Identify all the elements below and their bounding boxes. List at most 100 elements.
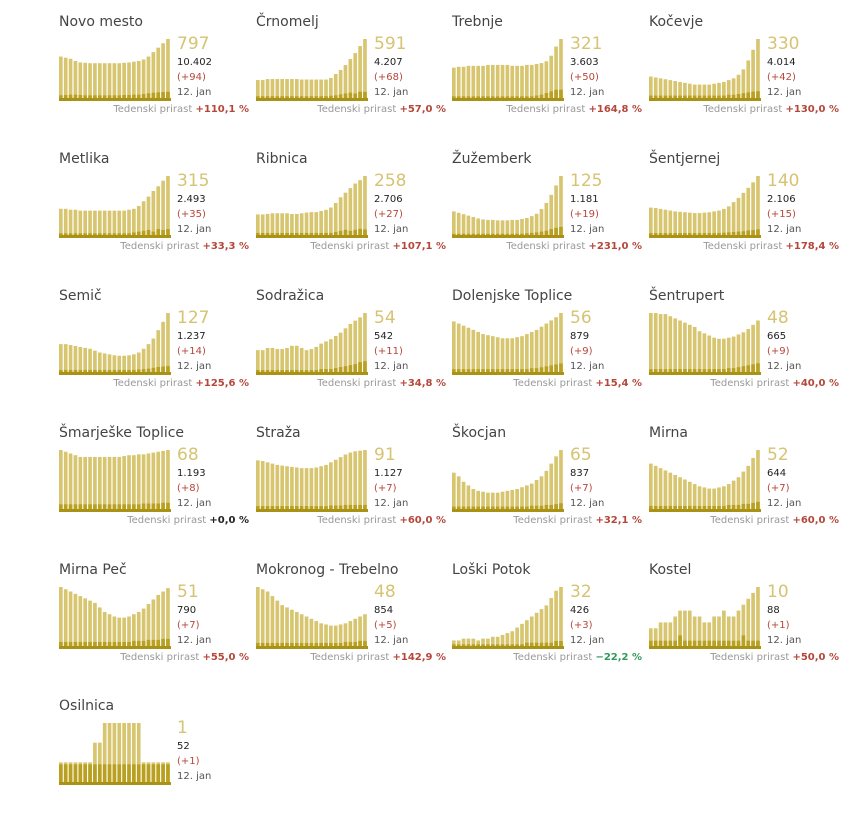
active-cases-bar [500, 338, 505, 372]
active-cases-bar [161, 43, 165, 98]
bar-chart [649, 450, 761, 512]
active-cases-bar [717, 487, 721, 509]
daily-cases-bar [156, 764, 161, 782]
daily-cases-bar [122, 504, 126, 509]
daily-cases-bar [102, 369, 107, 372]
active-cases-bar [88, 63, 92, 98]
daily-cases-bar [678, 95, 682, 98]
active-cases-bar [515, 627, 519, 646]
active-cases-bar [73, 345, 78, 372]
active-cases-bar [256, 350, 260, 372]
daily-cases-bar [687, 95, 692, 98]
active-cases-bar [256, 80, 260, 98]
active-cases-bar [136, 352, 141, 372]
active-cases-bar [534, 612, 539, 646]
active-cases-bar [343, 65, 348, 98]
active-cases-bar [270, 79, 275, 98]
daily-cases-bar [83, 369, 88, 372]
active-cases-bar [452, 640, 456, 646]
weekly-growth-value: +164,8 % [588, 104, 642, 115]
daily-cases-bar [265, 96, 270, 98]
daily-cases-bar [63, 641, 68, 646]
active-cases-bar [505, 490, 510, 509]
active-cases-bar [515, 337, 519, 372]
daily-cases-bar [59, 641, 63, 646]
municipality-name: Sodražica [256, 288, 325, 304]
daily-cases-bar [132, 504, 136, 509]
daily-cases-bar [717, 640, 721, 646]
daily-cases-bar [539, 367, 544, 372]
active-cases-value: 65 [570, 445, 592, 465]
weekly-growth-value: +33,3 % [202, 241, 249, 252]
daily-cases-bar [141, 503, 146, 509]
weekly-growth-label: Tedenski prirast [310, 652, 393, 663]
active-cases-bar [280, 349, 285, 372]
daily-cases-bar [461, 233, 466, 235]
active-cases-bar [294, 345, 299, 372]
active-cases-bar [500, 491, 505, 509]
daily-cases-bar [117, 764, 122, 782]
daily-cases-bar [712, 640, 716, 646]
bar-chart [649, 313, 761, 375]
active-cases-bar [358, 46, 362, 98]
daily-cases-bar [260, 642, 265, 646]
active-cases-bar [275, 79, 280, 98]
daily-cases-bar [363, 229, 367, 235]
daily-cases-bar [93, 369, 97, 372]
active-cases-bar [329, 207, 333, 235]
active-cases-bar [756, 450, 760, 509]
daily-cases-bar [510, 369, 515, 372]
active-cases-bar [756, 176, 760, 235]
active-cases-bar [746, 598, 751, 646]
chart-baseline [59, 509, 171, 512]
active-cases-bar [717, 338, 721, 372]
weekly-growth: Tedenski prirast +164,8 % [506, 104, 642, 115]
new-cases-value: (+7) [374, 483, 397, 494]
active-cases-bar [505, 220, 510, 235]
daily-cases-bar [687, 640, 692, 646]
active-cases-bar [304, 350, 309, 372]
daily-cases-bar [270, 506, 275, 509]
active-cases-bar [141, 59, 146, 98]
daily-cases-bar [756, 91, 760, 98]
active-cases-bar [333, 202, 338, 235]
daily-cases-bar [673, 95, 678, 98]
daily-cases-bar [712, 369, 716, 372]
daily-cases-bar [122, 369, 126, 372]
daily-cases-bar [156, 92, 161, 98]
active-cases-bar [338, 457, 343, 509]
active-cases-bar [156, 47, 161, 98]
daily-cases-bar [736, 640, 741, 646]
daily-cases-bar [136, 231, 141, 235]
daily-cases-bar [751, 364, 755, 372]
active-cases-bar [539, 209, 544, 235]
active-cases-bar [166, 588, 170, 646]
new-cases-value: (+42) [767, 72, 796, 83]
active-cases-bar [476, 331, 481, 372]
daily-cases-bar [358, 91, 362, 98]
active-cases-bar [93, 456, 97, 509]
active-cases-bar [338, 70, 343, 98]
active-cases-bar [83, 62, 88, 98]
daily-cases-bar [663, 233, 668, 235]
active-cases-bar [741, 69, 746, 98]
weekly-growth: Tedenski prirast +32,1 % [513, 515, 642, 526]
active-cases-bar [265, 591, 270, 646]
chart-baseline [59, 235, 171, 238]
daily-cases-bar [290, 642, 294, 646]
total-cases-value: 2.106 [767, 194, 796, 205]
active-cases-bar [544, 202, 549, 235]
active-cases-bar [136, 60, 141, 98]
daily-cases-bar [490, 644, 495, 646]
municipality-name: Ribnica [256, 151, 308, 167]
weekly-growth-value: +50,0 % [792, 652, 839, 663]
active-cases-bar [495, 337, 500, 372]
bar-chart [649, 176, 761, 238]
daily-cases-bar [294, 96, 299, 98]
daily-cases-bar [549, 504, 554, 509]
daily-cases-bar [161, 92, 165, 98]
daily-cases-bar [746, 230, 751, 235]
active-cases-bar [505, 64, 510, 98]
daily-cases-bar [515, 506, 519, 509]
weekly-growth: Tedenski prirast −22,2 % [513, 652, 642, 663]
